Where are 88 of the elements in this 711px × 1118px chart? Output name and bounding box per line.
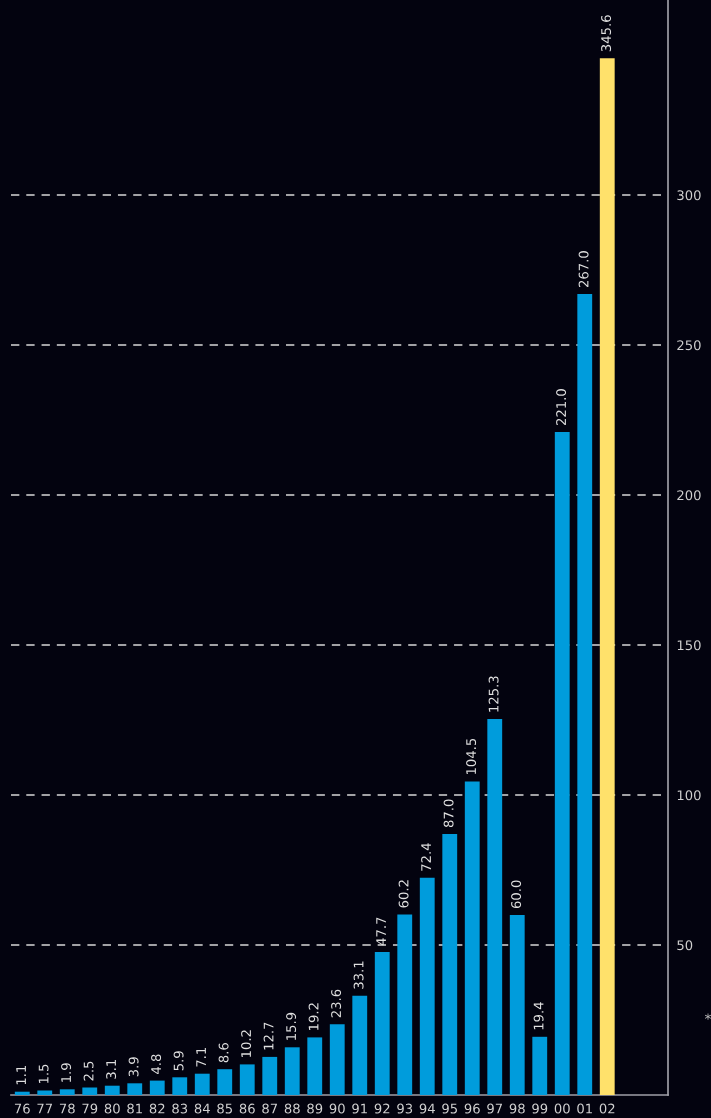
bar xyxy=(37,1090,53,1095)
x-tick-label: 82 xyxy=(149,1103,165,1114)
bar xyxy=(599,58,615,1095)
data-label: 60.0 xyxy=(511,880,522,909)
x-tick-label: 92 xyxy=(374,1103,390,1114)
data-label: 87.0 xyxy=(443,799,454,828)
x-tick-label: 95 xyxy=(442,1103,457,1114)
x-tick-label: 77 xyxy=(37,1103,53,1114)
data-label: 104.5 xyxy=(466,738,477,775)
x-tick-label: 78 xyxy=(59,1103,75,1114)
data-label: 1.5 xyxy=(38,1064,49,1084)
data-label: 5.9 xyxy=(173,1051,184,1071)
data-label: 33.1 xyxy=(353,961,364,989)
bar xyxy=(352,995,368,1095)
bar xyxy=(217,1069,233,1095)
y-tick-label: 150 xyxy=(677,640,701,651)
data-label: 19.4 xyxy=(533,1002,544,1030)
data-label: 267.0 xyxy=(578,251,589,288)
x-tick-label: 94 xyxy=(419,1103,435,1114)
bar xyxy=(172,1077,188,1095)
data-label: 72.4 xyxy=(421,843,431,871)
bar xyxy=(307,1037,323,1095)
x-tick-label: 93 xyxy=(397,1103,413,1114)
data-label: 4.8 xyxy=(151,1054,162,1074)
text: * xyxy=(704,1013,711,1020)
data-label: 19.2 xyxy=(308,1003,319,1030)
bar xyxy=(194,1073,210,1095)
data-label: 8.6 xyxy=(218,1043,229,1063)
bar xyxy=(104,1085,120,1095)
x-tick-label: 76 xyxy=(14,1103,30,1114)
data-label: 125.3 xyxy=(488,676,499,712)
bar xyxy=(464,781,480,1095)
x-tick-label: 89 xyxy=(307,1103,323,1114)
bar xyxy=(262,1056,278,1095)
bar xyxy=(397,914,413,1095)
data-label: 60.2 xyxy=(398,880,409,908)
bar xyxy=(14,1091,30,1095)
bar xyxy=(82,1087,98,1095)
y-tick-label: 200 xyxy=(677,490,701,501)
data-label: 12.7 xyxy=(263,1022,274,1050)
x-tick-label: 91 xyxy=(352,1103,367,1114)
y-tick-label: 250 xyxy=(677,340,701,351)
bar xyxy=(442,834,458,1095)
x-tick-label: 00 xyxy=(554,1103,570,1114)
x-tick-label: 86 xyxy=(239,1103,255,1114)
data-label: 1.1 xyxy=(16,1065,26,1085)
x-tick-label: 99 xyxy=(532,1103,548,1114)
bar xyxy=(374,951,390,1095)
bar xyxy=(149,1080,165,1095)
x-tick-label: 87 xyxy=(262,1103,278,1114)
data-label: 221.0 xyxy=(556,389,567,426)
bar xyxy=(329,1024,345,1095)
x-tick-label: 83 xyxy=(172,1103,188,1114)
x-tick-label: 88 xyxy=(284,1103,300,1114)
x-tick-label: 02 xyxy=(599,1103,615,1114)
bar xyxy=(577,294,593,1095)
x-tick-label: 96 xyxy=(464,1103,480,1114)
x-tick-label: 01 xyxy=(577,1103,592,1114)
x-tick-label: 81 xyxy=(127,1103,142,1114)
data-label: 2.5 xyxy=(83,1061,94,1081)
data-label: 1.9 xyxy=(61,1063,72,1082)
x-tick-label: 97 xyxy=(487,1103,503,1114)
x-tick-label: 85 xyxy=(217,1103,232,1114)
data-label: 3.9 xyxy=(128,1057,139,1077)
data-label: 47.7 xyxy=(376,917,386,946)
x-tick-label: 84 xyxy=(194,1103,210,1114)
bar xyxy=(284,1047,300,1095)
bar xyxy=(127,1083,143,1095)
x-tick-label: 79 xyxy=(82,1103,98,1114)
data-label: 3.1 xyxy=(106,1059,117,1079)
data-label: 345.6 xyxy=(601,15,612,52)
bar xyxy=(239,1064,255,1095)
x-tick-label: 90 xyxy=(329,1103,345,1114)
y-tick-label: 50 xyxy=(677,940,693,951)
bar xyxy=(554,432,570,1095)
x-tick-label: 98 xyxy=(509,1103,525,1114)
bar xyxy=(532,1036,548,1095)
bar xyxy=(487,719,503,1095)
data-label: 23.6 xyxy=(331,989,342,1018)
data-label: 7.1 xyxy=(196,1047,206,1067)
bar xyxy=(509,915,525,1095)
bar xyxy=(59,1089,75,1095)
y-tick-label: 100 xyxy=(677,790,701,801)
data-label: 15.9 xyxy=(286,1012,297,1040)
x-tick-label: 80 xyxy=(104,1103,120,1114)
y-tick-label: 300 xyxy=(677,190,701,201)
data-label: 10.2 xyxy=(241,1030,252,1057)
bar xyxy=(419,877,435,1095)
